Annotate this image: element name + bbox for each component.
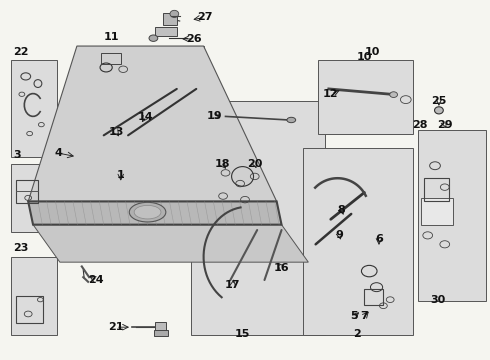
- Text: 24: 24: [89, 275, 104, 285]
- Bar: [421, 198, 453, 225]
- Text: 10: 10: [365, 47, 380, 57]
- Text: 4: 4: [55, 148, 63, 158]
- Bar: [418, 130, 486, 301]
- Text: 27: 27: [197, 13, 213, 22]
- Text: 22: 22: [14, 47, 29, 57]
- Polygon shape: [33, 225, 308, 262]
- Bar: [318, 60, 413, 134]
- Text: 29: 29: [437, 120, 453, 130]
- Text: 30: 30: [430, 295, 445, 305]
- Text: 26: 26: [186, 34, 202, 44]
- Text: 11: 11: [104, 32, 119, 42]
- Bar: [163, 13, 177, 24]
- Ellipse shape: [287, 117, 295, 123]
- Text: 20: 20: [247, 159, 263, 169]
- Bar: [424, 178, 449, 202]
- Text: 15: 15: [235, 329, 250, 339]
- Text: 17: 17: [225, 280, 241, 291]
- Text: 1: 1: [117, 170, 124, 180]
- Text: 5: 5: [350, 311, 358, 321]
- Text: 10: 10: [357, 52, 372, 62]
- Text: 23: 23: [14, 243, 29, 253]
- Ellipse shape: [390, 92, 397, 98]
- Bar: [365, 289, 383, 305]
- Text: 6: 6: [375, 234, 383, 244]
- Bar: [101, 53, 121, 64]
- Text: 12: 12: [323, 89, 339, 99]
- Bar: [11, 164, 48, 232]
- Text: 7: 7: [361, 311, 368, 321]
- Bar: [11, 257, 57, 336]
- Bar: [154, 330, 168, 337]
- Text: 13: 13: [108, 127, 123, 137]
- Ellipse shape: [170, 10, 179, 18]
- Ellipse shape: [435, 107, 443, 114]
- Text: 3: 3: [14, 150, 21, 160]
- Text: 25: 25: [431, 96, 446, 107]
- Text: 8: 8: [338, 205, 345, 215]
- Text: 19: 19: [207, 111, 222, 121]
- Ellipse shape: [134, 205, 161, 219]
- Bar: [303, 148, 413, 336]
- Text: 16: 16: [274, 262, 290, 273]
- Text: 18: 18: [214, 159, 230, 169]
- Text: 9: 9: [336, 230, 343, 240]
- Bar: [192, 102, 325, 336]
- Text: 21: 21: [108, 322, 123, 332]
- Bar: [155, 27, 177, 36]
- Ellipse shape: [149, 35, 158, 41]
- Ellipse shape: [129, 202, 166, 222]
- Polygon shape: [28, 202, 282, 225]
- Bar: [155, 322, 166, 332]
- Text: 2: 2: [353, 329, 361, 339]
- Bar: [16, 296, 43, 323]
- Text: 14: 14: [137, 112, 153, 122]
- Bar: [11, 60, 57, 157]
- Polygon shape: [28, 46, 277, 202]
- Bar: [77, 46, 203, 202]
- Bar: [16, 180, 38, 203]
- Text: 28: 28: [412, 120, 427, 130]
